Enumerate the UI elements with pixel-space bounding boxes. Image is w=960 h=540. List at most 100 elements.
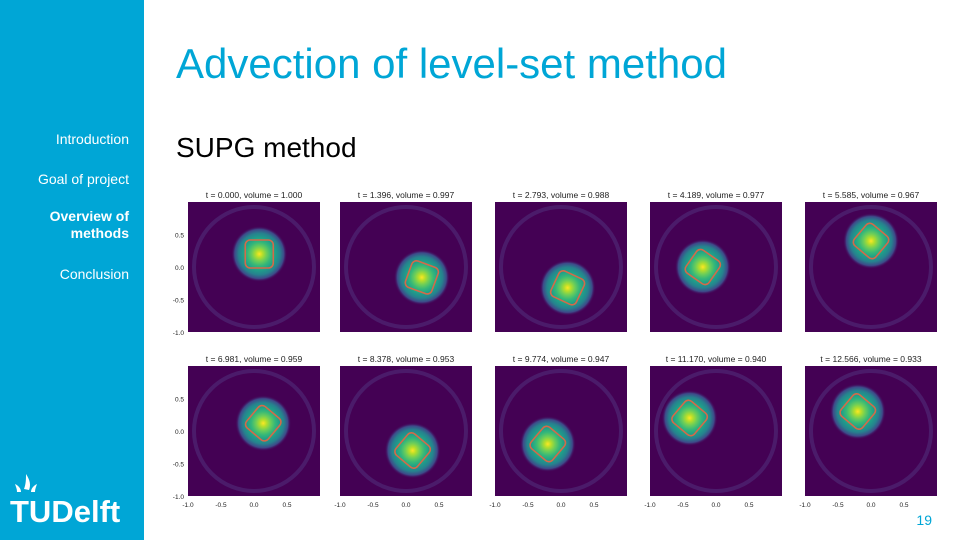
level-set-blob [389, 244, 455, 310]
x-tick-label: 0.5 [282, 502, 291, 509]
sidebar-item-overview-of-methods[interactable]: Overview of methods [50, 208, 129, 242]
blob-field [836, 206, 906, 276]
level-set-blob [378, 415, 448, 486]
frame-ring [809, 369, 933, 493]
frame-ring [344, 205, 468, 329]
tudelft-logo: TUDelft [10, 474, 120, 528]
frame-ring [499, 205, 623, 329]
sidebar-item-label: Conclusion [59, 266, 129, 282]
x-tick-label: -0.5 [677, 502, 689, 509]
blob-field [655, 383, 725, 453]
y-tick-label: 0.5 [175, 233, 184, 240]
blob-contour [671, 399, 709, 437]
x-tick-label: 0.0 [711, 502, 720, 509]
logo-text: TUDelft [10, 494, 120, 528]
frame-ring [654, 369, 778, 493]
blob-contour [684, 248, 722, 286]
simulation-frame: t = 4.189, volume = 0.977 [650, 190, 782, 332]
frame-title: t = 6.981, volume = 0.959 [206, 354, 303, 364]
blob-contour [529, 425, 567, 463]
sidebar-item-label-line-1: Overview of [49, 208, 129, 224]
x-tick-label: 0.0 [401, 502, 410, 509]
blob-contour [244, 404, 282, 442]
x-tick-label: -1.0 [182, 502, 194, 509]
level-set-blob [228, 388, 298, 458]
frame-title: t = 8.378, volume = 0.953 [358, 354, 455, 364]
x-tick-label: -0.5 [215, 502, 227, 509]
frame-title: t = 9.774, volume = 0.947 [513, 354, 610, 364]
blob-field [231, 226, 288, 282]
frame-title: t = 0.000, volume = 1.000 [206, 190, 303, 200]
simulation-frame: t = 2.793, volume = 0.988 [495, 190, 627, 332]
x-tick-label: 0.0 [249, 502, 258, 509]
simulation-frame: t = 12.566, volume = 0.933 -1.0 -0.5 0.0 0.5 [799, 354, 937, 509]
level-set-blob [836, 206, 906, 276]
simulation-frame: t = 11.170, volume = 0.940 -1.0 -0.5 0.0 0.5 [644, 354, 782, 509]
page-number: 19 [916, 512, 932, 528]
y-tick-label: -1.0 [173, 330, 185, 337]
frame-ring [344, 369, 468, 493]
simulation-frame: t = 5.585, volume = 0.967 [805, 190, 937, 332]
x-tick-label: -0.5 [832, 502, 844, 509]
sidebar-item-goal-of-project[interactable]: Goal of project [38, 171, 129, 188]
y-tick-label: -1.0 [173, 494, 185, 501]
y-tick-label: -0.5 [173, 298, 185, 305]
frame-title: t = 11.170, volume = 0.940 [666, 354, 767, 364]
x-tick-label: -1.0 [334, 502, 346, 509]
blob-field [389, 244, 455, 310]
blob-contour [404, 260, 440, 295]
sidebar-item-label: Goal of project [37, 171, 129, 187]
frame-title: t = 5.585, volume = 0.967 [823, 190, 920, 200]
blob-field [513, 409, 583, 479]
blob-field [668, 232, 738, 302]
x-tick-label: -0.5 [367, 502, 379, 509]
blob-contour [852, 222, 890, 260]
blob-contour [549, 270, 586, 306]
blob-contour [244, 239, 275, 269]
frame-ring [499, 369, 623, 493]
y-tick-label: 0.0 [175, 265, 184, 272]
sidebar-item-conclusion[interactable]: Conclusion [60, 266, 129, 283]
x-tick-label: 0.5 [899, 502, 908, 509]
simulation-figure-grid: t = 0.000, volume = 1.0000.50.0-0.5-1.0t… [173, 190, 937, 509]
simulation-frame: t = 0.000, volume = 1.000 0.5 0.0 -0.5 -1.0 [173, 190, 320, 337]
level-set-blob [534, 254, 601, 322]
frame-title: t = 2.793, volume = 0.988 [513, 190, 610, 200]
blob-field [378, 415, 448, 486]
x-tick-label: 0.0 [866, 502, 875, 509]
x-tick-label: -1.0 [644, 502, 656, 509]
y-tick-label: -0.5 [173, 462, 185, 469]
sidebar-item-introduction[interactable]: Introduction [56, 131, 129, 148]
level-set-blob [823, 376, 893, 447]
frame-title: t = 12.566, volume = 0.933 [820, 354, 921, 364]
frame-ring [192, 369, 316, 493]
frame-ring [192, 205, 316, 329]
frame-ring [654, 205, 778, 329]
sidebar: Introduction Goal of project Overview of… [0, 0, 144, 540]
simulation-frame: t = 6.981, volume = 0.9590.50.0-0.5-1.0-… [173, 354, 320, 509]
sidebar-item-label: Introduction [55, 131, 129, 147]
sidebar-item-label-line-2: methods [70, 225, 129, 241]
blob-field [228, 388, 298, 458]
level-set-blob [668, 232, 738, 302]
level-set-blob [231, 226, 288, 282]
blob-contour [839, 393, 877, 430]
simulation-frame: t = 8.378, volume = 0.953 -1.0 -0.5 0.0 0.5 [334, 354, 472, 509]
slide-subtitle: SUPG method [176, 132, 357, 163]
x-tick-label: -1.0 [489, 502, 501, 509]
y-tick-label: 0.5 [175, 397, 184, 404]
flame-icon [15, 474, 37, 492]
level-set-blob [655, 383, 725, 453]
blob-field [534, 254, 601, 322]
x-tick-label: 0.5 [434, 502, 443, 509]
frame-title: t = 1.396, volume = 0.997 [358, 190, 455, 200]
x-tick-label: 0.5 [744, 502, 753, 509]
x-tick-label: 0.5 [589, 502, 598, 509]
level-set-blob [513, 409, 583, 479]
blob-field [823, 376, 893, 447]
x-tick-label: -0.5 [522, 502, 534, 509]
simulation-frame: t = 9.774, volume = 0.947 -1.0 -0.5 0.0 0.5 [489, 354, 627, 509]
slide-title: Advection of level-set method [176, 40, 727, 87]
blob-contour [394, 432, 432, 469]
frame-title: t = 4.189, volume = 0.977 [668, 190, 765, 200]
